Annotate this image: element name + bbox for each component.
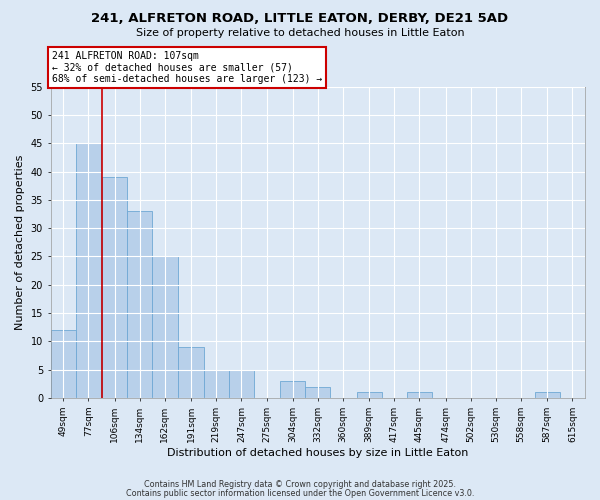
Bar: [407, 392, 432, 398]
Bar: [178, 347, 203, 398]
Text: 241, ALFRETON ROAD, LITTLE EATON, DERBY, DE21 5AD: 241, ALFRETON ROAD, LITTLE EATON, DERBY,…: [91, 12, 509, 26]
Y-axis label: Number of detached properties: Number of detached properties: [15, 154, 25, 330]
Bar: [535, 392, 560, 398]
Bar: [152, 256, 178, 398]
Text: Contains HM Land Registry data © Crown copyright and database right 2025.: Contains HM Land Registry data © Crown c…: [144, 480, 456, 489]
Bar: [280, 381, 305, 398]
Bar: [76, 144, 101, 398]
Bar: [50, 330, 76, 398]
Text: Size of property relative to detached houses in Little Eaton: Size of property relative to detached ho…: [136, 28, 464, 38]
Bar: [127, 211, 152, 398]
Bar: [203, 370, 229, 398]
Bar: [305, 386, 331, 398]
X-axis label: Distribution of detached houses by size in Little Eaton: Distribution of detached houses by size …: [167, 448, 469, 458]
Bar: [102, 177, 127, 398]
Text: Contains public sector information licensed under the Open Government Licence v3: Contains public sector information licen…: [126, 488, 474, 498]
Text: 241 ALFRETON ROAD: 107sqm
← 32% of detached houses are smaller (57)
68% of semi-: 241 ALFRETON ROAD: 107sqm ← 32% of detac…: [52, 50, 322, 84]
Bar: [356, 392, 382, 398]
Bar: [229, 370, 254, 398]
